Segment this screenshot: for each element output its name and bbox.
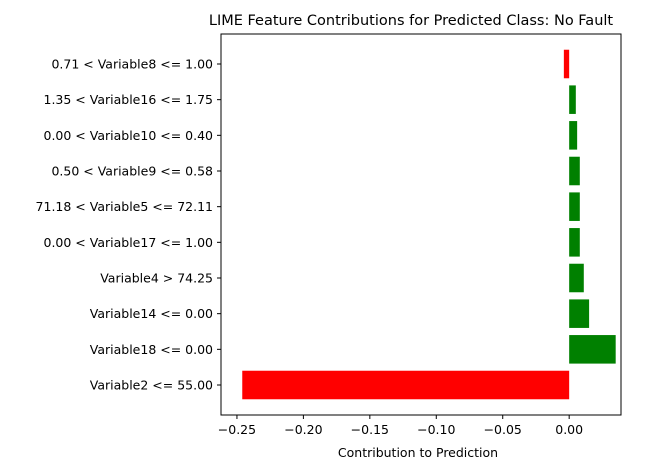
y-tick-label: Variable18 <= 0.00 bbox=[90, 342, 213, 357]
x-tick-label: −0.20 bbox=[284, 422, 322, 437]
y-tick-label: 1.35 < Variable16 <= 1.75 bbox=[44, 92, 214, 107]
y-axis: 0.71 < Variable8 <= 1.00 1.35 < Variable1… bbox=[36, 57, 221, 393]
y-tick-label: 0.00 < Variable17 <= 1.00 bbox=[44, 235, 214, 250]
bar bbox=[569, 228, 580, 257]
plot-area bbox=[242, 49, 616, 400]
bar bbox=[569, 192, 580, 221]
bar bbox=[569, 156, 580, 186]
y-tick-label: Variable14 <= 0.00 bbox=[90, 306, 213, 321]
bar bbox=[569, 299, 590, 328]
chart-title: LIME Feature Contributions for Predicted… bbox=[209, 13, 614, 29]
y-tick-label: 0.00 < Variable10 <= 0.40 bbox=[44, 128, 214, 143]
x-tick-label: −0.15 bbox=[351, 422, 389, 437]
y-tick-label: Variable2 <= 55.00 bbox=[90, 378, 213, 393]
bar bbox=[569, 263, 584, 293]
y-tick-label: Variable4 > 74.25 bbox=[100, 271, 213, 286]
x-axis-label: Contribution to Prediction bbox=[338, 445, 498, 460]
bar bbox=[569, 335, 616, 364]
y-tick-label: 0.71 < Variable8 <= 1.00 bbox=[51, 57, 213, 72]
bar bbox=[563, 49, 570, 79]
x-tick-label: −0.10 bbox=[417, 422, 455, 437]
bar bbox=[569, 85, 576, 114]
x-axis: −0.25 −0.20 −0.15 −0.10 −0.05 0.00 bbox=[218, 415, 583, 437]
x-tick-label: −0.05 bbox=[484, 422, 522, 437]
bar bbox=[569, 121, 578, 150]
y-tick-label: 0.50 < Variable9 <= 0.58 bbox=[51, 164, 213, 179]
y-tick-label: 71.18 < Variable5 <= 72.11 bbox=[36, 199, 213, 214]
x-tick-label: −0.25 bbox=[218, 422, 256, 437]
bar bbox=[242, 370, 570, 400]
plot-frame bbox=[220, 33, 622, 416]
x-tick-label: 0.00 bbox=[555, 422, 583, 437]
